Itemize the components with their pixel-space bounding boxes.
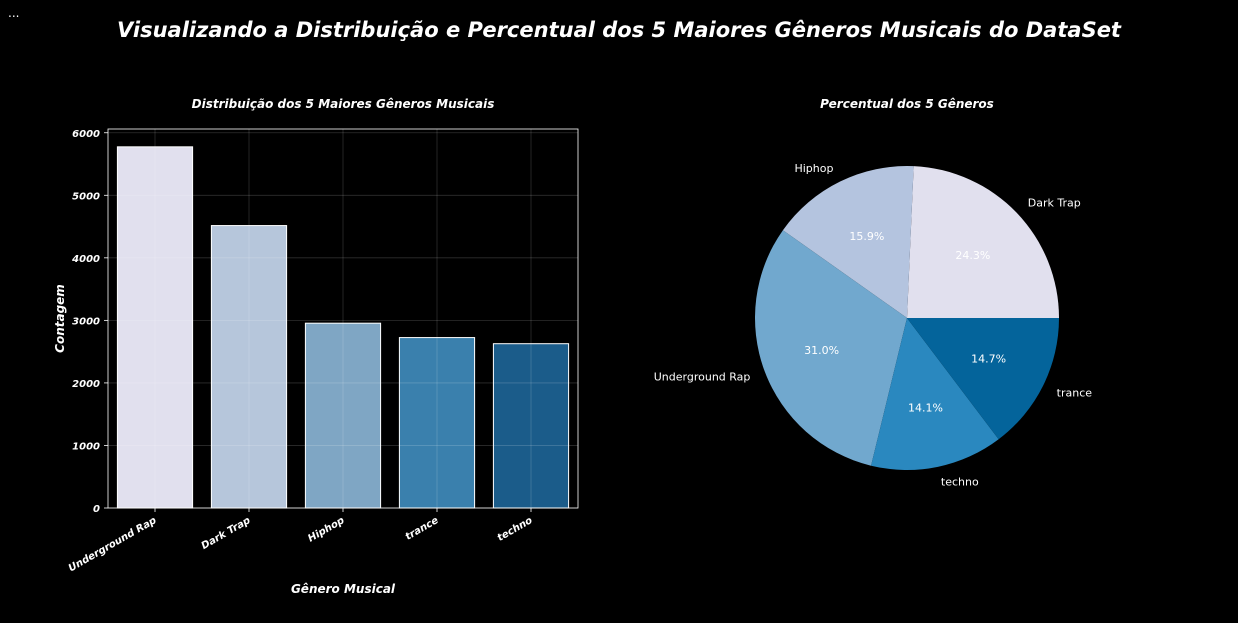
pie-pct-label: 14.7% (971, 353, 1006, 366)
y-tick-label: 0 (93, 504, 100, 515)
y-tick-label: 4000 (71, 254, 100, 265)
y-tick-label: 2000 (72, 379, 100, 390)
y-tick-label: 1000 (72, 441, 100, 452)
pie-pct-label: 15.9% (849, 230, 884, 243)
y-axis-label: Contagem (53, 284, 67, 353)
y-tick-label: 6000 (72, 129, 100, 140)
y-tick-label: 5000 (72, 191, 100, 202)
pie-slice-dark-trap (907, 166, 1059, 318)
pie-chart-title: Percentual dos 5 Gêneros (820, 97, 994, 111)
x-tick-label: Underground Rap (67, 515, 159, 574)
pie-pct-label: 24.3% (955, 249, 990, 262)
pie-pct-label: 31.0% (804, 344, 839, 357)
x-tick-label: trance (404, 515, 441, 543)
x-tick-label: techno (496, 515, 535, 544)
pie-pct-label: 14.1% (908, 401, 943, 414)
x-tick-label: Dark Trap (200, 515, 253, 552)
y-tick-label: 3000 (72, 316, 100, 327)
pie-category-label: trance (1057, 386, 1093, 399)
pie-category-label: Hiphop (794, 162, 833, 175)
pie-category-label: Dark Trap (1028, 196, 1081, 209)
pie-category-label: techno (941, 476, 979, 489)
x-axis-label: Gênero Musical (291, 582, 396, 596)
bar-chart-title: Distribuição dos 5 Maiores Gêneros Music… (192, 97, 495, 111)
pie-category-label: Underground Rap (654, 371, 751, 384)
x-tick-label: Hiphop (306, 515, 346, 545)
